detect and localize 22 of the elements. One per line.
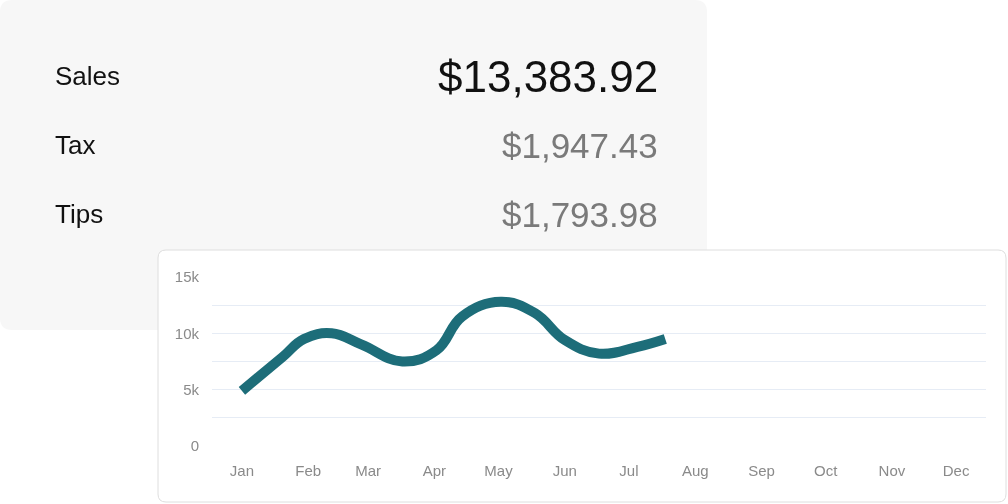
text: Tax — [55, 130, 96, 160]
x-tick-label: Apr — [422, 462, 447, 479]
x-tick-label: Oct — [813, 462, 839, 479]
y-tick-label: 0 — [190, 437, 199, 455]
x-tick-label: Sep — [748, 462, 775, 479]
x-tick-label: Jul — [619, 462, 639, 479]
x-tick-label: Nov — [878, 462, 906, 479]
y-tick-label: 10k — [174, 324, 200, 342]
y-tick-label: 5k — [183, 380, 200, 398]
text: $1,947.43 — [502, 126, 658, 165]
x-tick-label: Jan — [229, 462, 255, 479]
text: Sales — [55, 61, 121, 91]
x-tick-label: Aug — [681, 462, 709, 479]
x-tick-label: Dec — [942, 462, 970, 479]
x-tick-label: Jun — [552, 462, 577, 479]
x-tick-label: Feb — [295, 462, 322, 479]
y-tick-label: 15k — [174, 268, 200, 286]
text: Tips — [55, 199, 104, 229]
x-tick-label: May — [484, 462, 514, 479]
text: $13,383.92 — [438, 52, 659, 101]
text: $1,793.98 — [502, 195, 658, 234]
x-tick-label: Mar — [355, 462, 381, 479]
